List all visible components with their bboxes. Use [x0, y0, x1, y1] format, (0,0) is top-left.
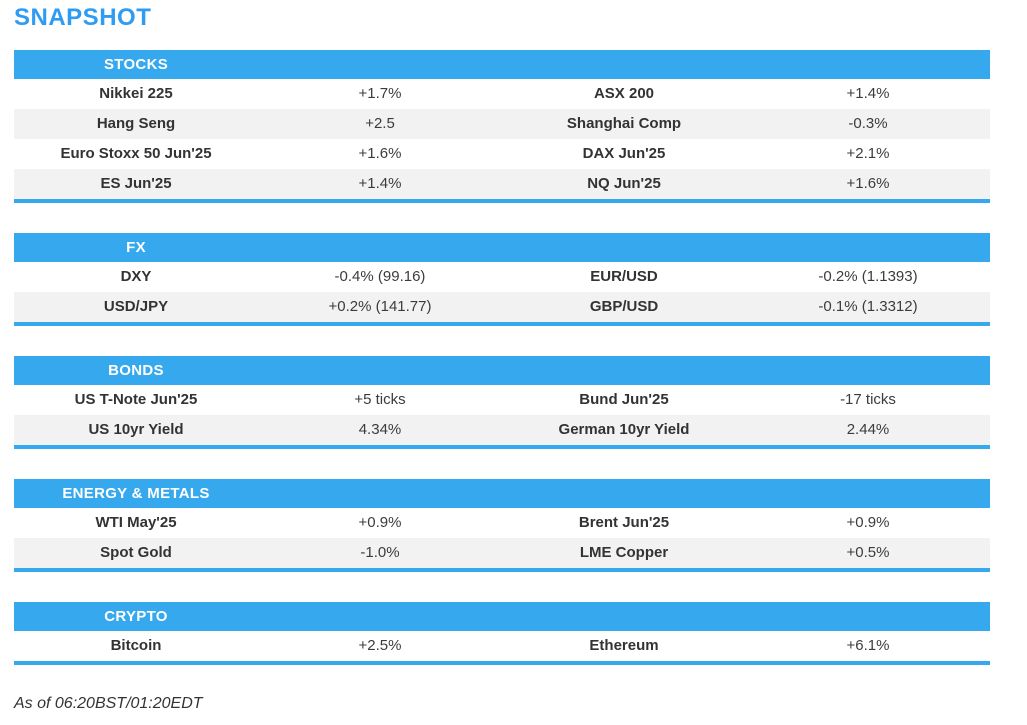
- instrument-value-cell: +1.7%: [358, 85, 402, 102]
- instrument-value-cell: -0.2% (1.1393): [818, 268, 918, 285]
- instrument-name-cell: WTI May'25: [95, 514, 177, 531]
- instrument-name-cell: LME Copper: [579, 544, 669, 561]
- section-header-bar: STOCKS: [14, 50, 990, 79]
- instrument-value-cell: -0.4% (99.16): [334, 268, 426, 285]
- table-row: DXY -0.4% (99.16) EUR/USD -0.2% (1.1393): [14, 262, 990, 292]
- instrument-name-cell: DXY: [120, 268, 152, 285]
- section-header-label: STOCKS: [103, 56, 169, 73]
- instrument-value-cell: 4.34%: [358, 421, 402, 438]
- instrument-name-cell: Nikkei 225: [99, 85, 173, 102]
- instrument-name-cell: Ethereum: [589, 637, 659, 654]
- table-row: Hang Seng +2.5 Shanghai Comp -0.3%: [14, 109, 990, 139]
- instrument-value-cell: -1.0%: [360, 544, 400, 561]
- section-rows: DXY -0.4% (99.16) EUR/USD -0.2% (1.1393)…: [14, 262, 990, 322]
- instrument-value-cell: +6.1%: [846, 637, 890, 654]
- section-header-bar: FX: [14, 233, 990, 262]
- instrument-name-cell: DAX Jun'25: [582, 145, 666, 162]
- instrument-value-cell: +0.9%: [358, 514, 402, 531]
- instrument-value-cell: +2.5%: [358, 637, 402, 654]
- table-row: Nikkei 225 +1.7% ASX 200 +1.4%: [14, 79, 990, 109]
- instrument-value-cell: -0.1% (1.3312): [818, 298, 918, 315]
- instrument-value-cell: +0.2% (141.77): [328, 298, 432, 315]
- instrument-value-cell: +1.4%: [846, 85, 890, 102]
- instrument-value-cell: +1.6%: [846, 175, 890, 192]
- snapshot-table: STOCKS Nikkei 225 +1.7% ASX 200 +1.4% Ha…: [14, 50, 990, 665]
- instrument-name-cell: Bund Jun'25: [579, 391, 669, 408]
- market-section: FX DXY -0.4% (99.16) EUR/USD -0.2% (1.13…: [14, 233, 990, 326]
- table-row: Spot Gold -1.0% LME Copper +0.5%: [14, 538, 990, 568]
- market-section: BONDS US T-Note Jun'25 +5 ticks Bund Jun…: [14, 356, 990, 449]
- instrument-value-cell: -17 ticks: [840, 391, 896, 408]
- table-row: ES Jun'25 +1.4% NQ Jun'25 +1.6%: [14, 169, 990, 199]
- section-header-label: FX: [126, 239, 146, 256]
- table-row: WTI May'25 +0.9% Brent Jun'25 +0.9%: [14, 508, 990, 538]
- instrument-name-cell: Spot Gold: [100, 544, 172, 561]
- instrument-name-cell: ASX 200: [593, 85, 655, 102]
- table-row: Euro Stoxx 50 Jun'25 +1.6% DAX Jun'25 +2…: [14, 139, 990, 169]
- instrument-value-cell: +2.1%: [846, 145, 890, 162]
- page-title: SNAPSHOT: [14, 4, 152, 31]
- table-row: US T-Note Jun'25 +5 ticks Bund Jun'25 -1…: [14, 385, 990, 415]
- instrument-name-cell: GBP/USD: [589, 298, 659, 315]
- instrument-value-cell: +2.5: [365, 115, 395, 132]
- instrument-value-cell: +1.6%: [358, 145, 402, 162]
- instrument-name-cell: Euro Stoxx 50 Jun'25: [60, 145, 212, 162]
- instrument-name-cell: Shanghai Comp: [566, 115, 682, 132]
- market-section: CRYPTO Bitcoin +2.5% Ethereum +6.1%: [14, 602, 990, 665]
- section-rows: Bitcoin +2.5% Ethereum +6.1%: [14, 631, 990, 661]
- instrument-name-cell: Hang Seng: [96, 115, 176, 132]
- instrument-name-cell: Brent Jun'25: [578, 514, 670, 531]
- snapshot-page: SNAPSHOT STOCKS Nikkei 225 +1.7% ASX 200…: [0, 4, 1027, 713]
- instrument-value-cell: +1.4%: [358, 175, 402, 192]
- instrument-name-cell: EUR/USD: [590, 268, 658, 285]
- instrument-value-cell: -0.3%: [848, 115, 888, 132]
- table-row: Bitcoin +2.5% Ethereum +6.1%: [14, 631, 990, 661]
- table-row: USD/JPY +0.2% (141.77) GBP/USD -0.1% (1.…: [14, 292, 990, 322]
- instrument-name-cell: ES Jun'25: [100, 175, 172, 192]
- section-rows: WTI May'25 +0.9% Brent Jun'25 +0.9% Spot…: [14, 508, 990, 568]
- instrument-name-cell: US 10yr Yield: [88, 421, 184, 438]
- instrument-name-cell: Bitcoin: [110, 637, 162, 654]
- section-header-label: CRYPTO: [104, 608, 168, 625]
- instrument-value-cell: +0.9%: [846, 514, 890, 531]
- section-header-label: ENERGY & METALS: [62, 485, 210, 502]
- section-header-label: BONDS: [108, 362, 164, 379]
- instrument-value-cell: +0.5%: [846, 544, 890, 561]
- instrument-name-cell: US T-Note Jun'25: [74, 391, 198, 408]
- section-header-bar: ENERGY & METALS: [14, 479, 990, 508]
- instrument-name-cell: German 10yr Yield: [558, 421, 690, 438]
- section-header-bar: BONDS: [14, 356, 990, 385]
- section-rows: Nikkei 225 +1.7% ASX 200 +1.4% Hang Seng…: [14, 79, 990, 199]
- market-section: ENERGY & METALS WTI May'25 +0.9% Brent J…: [14, 479, 990, 572]
- instrument-value-cell: +5 ticks: [354, 391, 406, 408]
- section-rows: US T-Note Jun'25 +5 ticks Bund Jun'25 -1…: [14, 385, 990, 445]
- market-section: STOCKS Nikkei 225 +1.7% ASX 200 +1.4% Ha…: [14, 50, 990, 203]
- section-header-bar: CRYPTO: [14, 602, 990, 631]
- instrument-value-cell: 2.44%: [846, 421, 890, 438]
- instrument-name-cell: USD/JPY: [103, 298, 169, 315]
- timestamp-note: As of 06:20BST/01:20EDT: [14, 695, 203, 712]
- instrument-name-cell: NQ Jun'25: [587, 175, 661, 192]
- table-row: US 10yr Yield 4.34% German 10yr Yield 2.…: [14, 415, 990, 445]
